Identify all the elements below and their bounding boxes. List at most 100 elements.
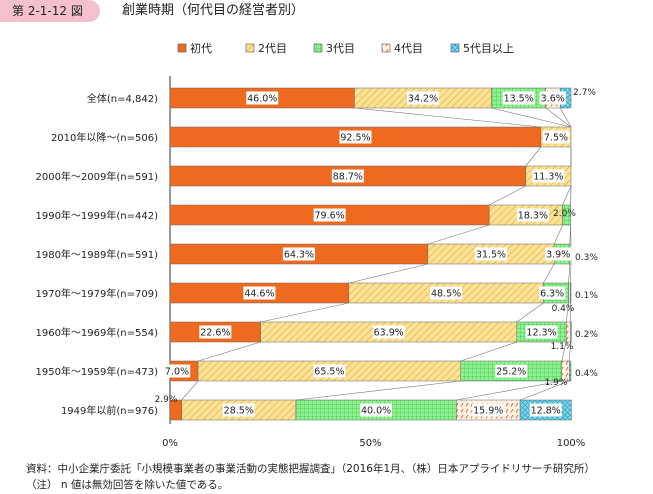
value-label-box <box>475 247 508 261</box>
connector-line <box>569 341 571 362</box>
legend-swatch <box>177 43 187 53</box>
connector-line <box>354 107 541 128</box>
category-label: 2010年以降～(n=506) <box>51 131 158 144</box>
category-label: 全体(n=4,842) <box>87 92 158 105</box>
value-label-box <box>529 403 562 417</box>
value-label-box <box>313 364 346 378</box>
value-label-box <box>199 325 232 339</box>
value-label-box <box>243 286 276 300</box>
connector-line <box>545 107 572 128</box>
connector-line <box>295 380 461 401</box>
value-label-box <box>544 247 572 261</box>
connector-line <box>489 185 526 206</box>
connector-line <box>519 380 570 401</box>
value-label: 13.5% <box>504 94 534 105</box>
connector-line <box>460 341 517 362</box>
connector-line <box>559 107 572 128</box>
bar-segment <box>570 321 572 343</box>
value-label-box <box>542 130 570 144</box>
value-label: 15.9% <box>473 406 503 417</box>
value-label-box <box>407 91 440 105</box>
value-label: 22.6% <box>200 328 230 339</box>
bar-segment <box>562 204 571 226</box>
category-label: 1949年以前(n=976) <box>61 404 158 417</box>
value-label: 44.6% <box>244 289 274 300</box>
x-tick-label: 0% <box>162 438 178 449</box>
legend-label: 4代目 <box>394 42 423 55</box>
source-note: 資料：中小企業庁委託「小規模事業者の事業活動の実態把握調査」（2016年1月、（… <box>26 463 595 475</box>
value-label: 1.1% <box>551 342 574 352</box>
value-label: 64.3% <box>284 250 314 261</box>
value-label: 2.7% <box>573 88 596 98</box>
value-label: 12.3% <box>526 328 556 339</box>
value-label: 0.4% <box>575 369 598 379</box>
plot-area: 全体(n=4,842) 2010年以降～(n=506) 2000年～2009年(n=… <box>35 76 598 449</box>
category-label: 1990年～1999年(n=442) <box>35 209 158 222</box>
value-label-box <box>538 286 566 300</box>
value-label: 3.6% <box>541 94 565 105</box>
connector-line <box>181 380 199 401</box>
legend-swatch <box>381 43 391 53</box>
connector-line <box>543 263 555 284</box>
category-label: 1960年～1969年(n=554) <box>35 326 158 339</box>
connector-line <box>569 263 572 284</box>
value-label-box <box>339 130 372 144</box>
value-label: 0.4% <box>552 304 575 314</box>
value-label-box <box>282 247 315 261</box>
value-label-box <box>313 208 346 222</box>
value-label-box <box>360 403 393 417</box>
remark-note: （注） n 値は無効回答を除いた値である。 <box>26 479 229 491</box>
value-label: 1.9% <box>545 378 568 388</box>
value-label: 0.3% <box>575 253 598 263</box>
value-label: 40.0% <box>361 406 391 417</box>
category-label: 1980年～1989年(n=591) <box>35 248 158 261</box>
category-label: 1970年～1979年(n=709) <box>35 287 158 300</box>
value-label: 48.5% <box>431 289 461 300</box>
value-label: 2.9% <box>155 395 178 405</box>
bar-segment <box>569 360 572 382</box>
value-label-box <box>430 286 463 300</box>
value-label: 2.0% <box>553 209 576 219</box>
value-label-box <box>246 91 279 105</box>
value-label: 34.2% <box>408 94 438 105</box>
value-label: 6.3% <box>540 289 564 300</box>
connector-line <box>348 263 428 284</box>
connector-line <box>568 263 571 284</box>
connector-line <box>427 224 490 245</box>
value-label-box <box>163 364 191 378</box>
category-label: 2000年～2009年(n=591) <box>35 170 158 183</box>
connector-line <box>491 107 572 128</box>
value-label: 79.6% <box>315 211 345 222</box>
value-label-box <box>331 169 364 183</box>
value-label: 28.5% <box>224 406 254 417</box>
connector-line <box>525 146 542 167</box>
connector-line <box>260 302 349 323</box>
value-label: 12.8% <box>531 406 561 417</box>
value-label: 31.5% <box>476 250 506 261</box>
value-label: 46.0% <box>247 94 277 105</box>
value-label-box <box>472 403 505 417</box>
figure-title: 創業時期（何代目の経営者別） <box>122 3 305 18</box>
value-label-box <box>372 325 405 339</box>
legend-label: 初代 <box>190 41 212 55</box>
value-label: 11.3% <box>533 172 563 183</box>
x-tick-label: 50% <box>359 438 381 449</box>
value-label: 3.9% <box>546 250 570 261</box>
value-label-box <box>516 208 549 222</box>
legend-swatch <box>245 43 255 53</box>
legend: 初代 2代目 3代目 4代目 5代目以上 <box>177 41 514 55</box>
value-label: 25.2% <box>496 367 526 378</box>
value-label: 63.9% <box>374 328 404 339</box>
value-label: 7.5% <box>544 133 568 144</box>
value-label-box <box>532 169 565 183</box>
value-label-box <box>502 91 535 105</box>
value-label: 0.1% <box>575 291 598 301</box>
connector-line <box>197 341 261 362</box>
connector-line <box>561 341 567 362</box>
value-label-box <box>539 91 566 105</box>
value-label-box <box>525 325 558 339</box>
value-label: 7.0% <box>165 367 189 378</box>
legend-swatch <box>313 43 323 53</box>
value-label: 18.3% <box>518 211 548 222</box>
legend-label: 3代目 <box>326 42 355 55</box>
